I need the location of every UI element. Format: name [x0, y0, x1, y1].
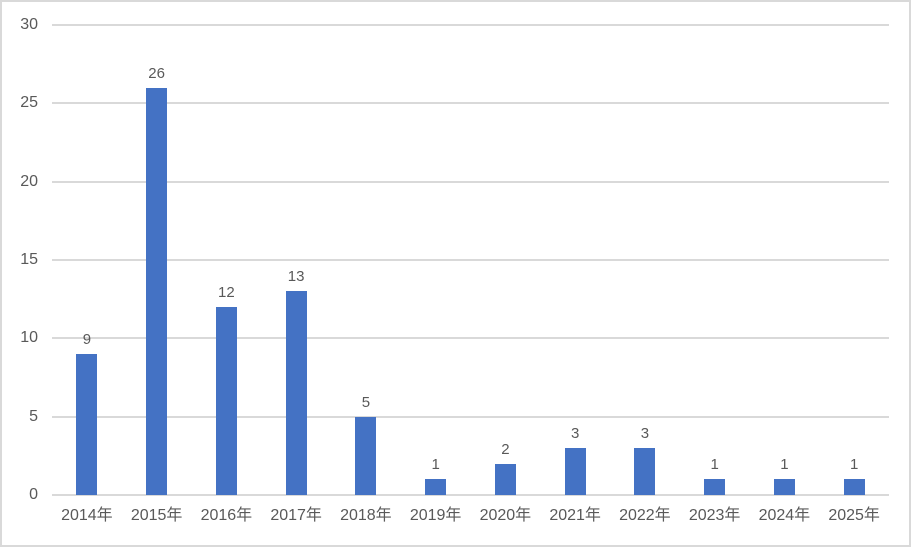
- bar-2014: [76, 354, 98, 495]
- y-tick-label: 20: [20, 172, 38, 190]
- y-tick-label: 25: [20, 94, 38, 112]
- bar-2015: [146, 87, 168, 495]
- gridline: [52, 259, 889, 261]
- data-label: 3: [640, 425, 650, 442]
- bar-2022: [634, 448, 656, 495]
- x-tick-label: 2018年: [340, 507, 392, 524]
- y-tick-label: 0: [29, 486, 38, 503]
- y-tick-label: 10: [20, 329, 38, 347]
- data-label: 13: [287, 268, 305, 286]
- x-tick-label: 2019年: [409, 507, 462, 524]
- bar-2017: [285, 291, 307, 495]
- bar-2019: [425, 479, 447, 495]
- bar-2021: [564, 448, 586, 495]
- x-tick-label: 2014年: [61, 507, 113, 524]
- x-tick-label: 2023年: [688, 507, 741, 524]
- x-tick-label: 2017年: [270, 507, 322, 524]
- x-tick-label: 2021年: [549, 507, 601, 524]
- data-label: 12: [218, 284, 235, 301]
- bar-2024: [773, 479, 795, 495]
- bar-2025: [843, 479, 865, 495]
- bar-2020: [494, 463, 516, 495]
- y-tick-label: 15: [20, 251, 38, 268]
- data-label: 5: [361, 393, 371, 411]
- data-label: 1: [431, 456, 440, 474]
- plot-area: 9 26 12 13 5 1 2 3 3 1 1 1: [52, 24, 889, 496]
- bar-2018: [355, 416, 377, 495]
- gridline: [52, 180, 889, 183]
- data-label: 3: [570, 425, 580, 442]
- x-tick-label: 2020年: [479, 507, 532, 524]
- x-tick-label: 2025年: [828, 507, 880, 524]
- gridline: [52, 337, 889, 340]
- gridline: [52, 102, 889, 105]
- x-tick-label: 2022年: [619, 507, 671, 524]
- gridline: [52, 415, 889, 418]
- data-label: 1: [780, 456, 789, 474]
- x-axis-line: [52, 494, 889, 496]
- x-tick-label: 2016年: [200, 507, 253, 524]
- gridline: [52, 24, 889, 26]
- bar-2023: [704, 479, 726, 495]
- data-label: 1: [710, 456, 719, 474]
- data-label: 26: [148, 64, 165, 82]
- data-label: 9: [82, 331, 92, 348]
- y-tick-label: 30: [20, 16, 38, 33]
- y-tick-label: 5: [29, 407, 38, 425]
- x-tick-label: 2024年: [758, 507, 811, 524]
- data-label: 1: [849, 456, 859, 474]
- bar-2016: [215, 307, 237, 495]
- x-tick-label: 2015年: [130, 507, 183, 524]
- data-label: 2: [501, 440, 510, 458]
